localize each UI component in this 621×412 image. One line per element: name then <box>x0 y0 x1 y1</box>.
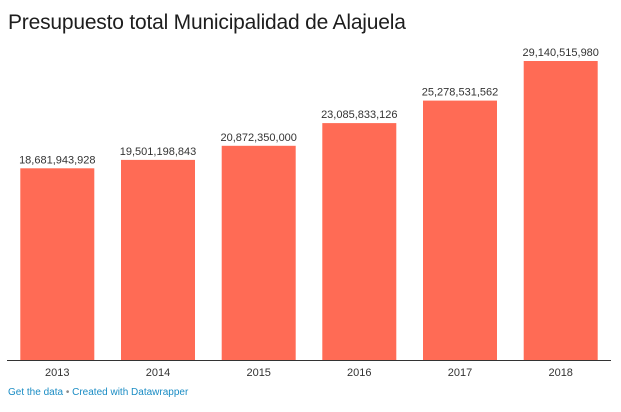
value-label-2014: 19,501,198,843 <box>120 146 196 158</box>
value-label-2015: 20,872,350,000 <box>220 132 296 144</box>
value-label-2018: 29,140,515,980 <box>522 47 598 59</box>
x-tick-labels-group: 2013 2014 2015 2016 2017 2018 <box>45 367 573 379</box>
get-the-data-link[interactable]: Get the data <box>8 387 64 398</box>
bar-2015 <box>221 145 296 360</box>
bar-2016 <box>322 123 397 360</box>
footer-separator: • <box>65 387 70 398</box>
bar-2018 <box>523 61 598 360</box>
bars-group <box>20 61 598 360</box>
footer: Get the data • Created with Datawrapper <box>8 387 188 398</box>
bar-2014 <box>121 159 195 360</box>
value-label-2017: 25,278,531,562 <box>422 87 498 99</box>
value-label-2016: 23,085,833,126 <box>321 109 397 121</box>
bar-2017 <box>423 100 497 360</box>
bar-2013 <box>20 168 95 360</box>
value-label-2013: 18,681,943,928 <box>19 154 95 166</box>
chart-title: Presupuesto total Municipalidad de Alaju… <box>8 11 406 34</box>
x-tick-label-2015: 2015 <box>246 367 270 379</box>
x-tick-label-2016: 2016 <box>347 367 371 379</box>
value-labels-group: 18,681,943,928 19,501,198,843 20,872,350,0… <box>19 47 599 166</box>
x-tick-label-2018: 2018 <box>548 367 572 379</box>
created-with-datawrapper-link[interactable]: Created with Datawrapper <box>72 387 189 398</box>
x-tick-label-2013: 2013 <box>45 367 69 379</box>
x-tick-label-2017: 2017 <box>448 367 472 379</box>
x-tick-label-2014: 2014 <box>146 367 170 379</box>
